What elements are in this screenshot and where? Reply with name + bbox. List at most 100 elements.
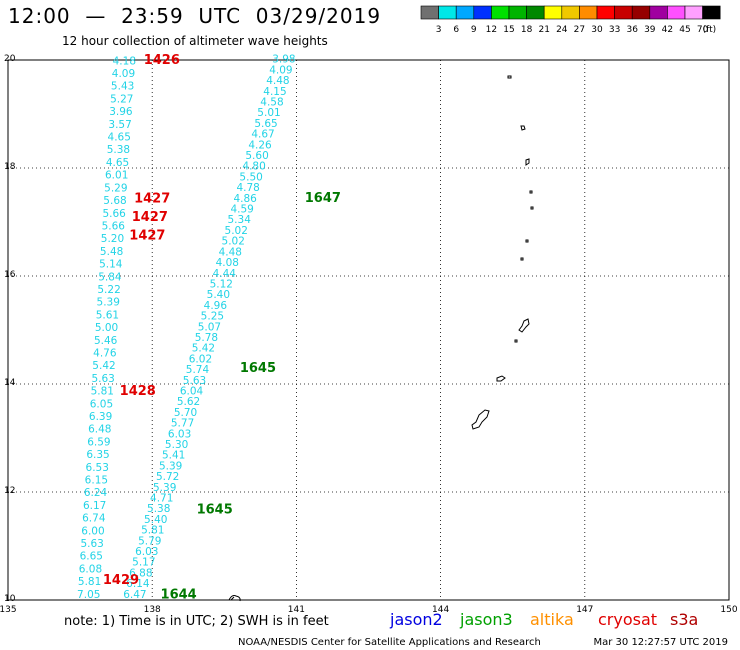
wave-height-value: 5.68	[103, 195, 126, 207]
mariana-islands	[471, 75, 534, 430]
wave-height-value: 6.03	[135, 546, 158, 558]
wave-height-value: 6.14	[126, 578, 150, 590]
legend-tick-label: 33	[609, 25, 620, 35]
longitude-label: 144	[432, 605, 449, 615]
latitude-label: 12	[4, 486, 15, 496]
wave-height-value: 6.02	[189, 353, 212, 365]
legend-tick-label: 18	[521, 25, 533, 35]
wave-height-value: 5.42	[192, 343, 215, 355]
wave-height-value: 4.86	[233, 193, 257, 205]
wave-height-value: 4.78	[236, 182, 259, 194]
wave-height-value: 6.01	[105, 170, 128, 182]
longitude-label: 150	[720, 605, 737, 615]
pass-time-label: 1429	[103, 573, 139, 588]
wave-height-value: 4.96	[204, 300, 228, 312]
altimeter-map: 135 138 141 144 147 1502018161412104.184.095.…	[0, 53, 738, 615]
island-outline	[471, 409, 490, 430]
wave-height-value: 5.84	[98, 271, 122, 283]
wave-height-value: 6.05	[90, 398, 113, 410]
pass-time-label: 1426	[144, 53, 180, 68]
wave-height-value: 4.67	[251, 129, 274, 141]
wave-height-value: 7.05	[77, 589, 100, 601]
longitude-label: 135	[0, 605, 17, 615]
island-outline	[507, 75, 512, 79]
legend-tick-label: 45	[679, 25, 690, 35]
wave-height-value: 5.66	[102, 220, 126, 232]
wave-height-value: 5.39	[97, 297, 120, 309]
wave-height-value: 5.40	[207, 289, 230, 301]
wave-height-value: 5.81	[91, 386, 114, 398]
legend-tick-label: 21	[538, 25, 549, 35]
island-outline	[520, 125, 526, 131]
wave-height-value: 5.39	[159, 460, 182, 472]
wave-height-value: 6.03	[168, 428, 191, 440]
wave-height-value: 5.63	[80, 538, 103, 550]
wave-height-value: 4.48	[219, 246, 242, 258]
wave-height-value: 5.14	[99, 259, 123, 271]
legend-tick-label: 9	[471, 25, 477, 35]
wave-height-value: 5.38	[107, 144, 130, 156]
wave-height-value: 5.61	[96, 309, 119, 321]
pass-time-label: 1427	[134, 192, 170, 207]
wave-height-value: 3.98	[272, 54, 295, 66]
island-outline	[530, 206, 534, 210]
pass-time-label: 1645	[240, 361, 276, 376]
wave-height-value: 4.80	[242, 161, 265, 173]
wave-height-value: 5.63	[91, 373, 114, 385]
wave-height-value: 5.07	[198, 321, 221, 333]
wave-height-value: 5.02	[222, 236, 245, 248]
pass-time-label: 1428	[120, 384, 156, 399]
track-west: 4.184.095.435.273.963.574.655.384.656.01…	[77, 55, 136, 601]
wave-height-value: 5.65	[254, 118, 277, 130]
island-outline	[514, 339, 518, 343]
wave-height-value: 4.09	[112, 68, 135, 80]
island-outline	[525, 239, 529, 243]
wave-height-value: 6.15	[85, 475, 108, 487]
wave-height-value: 5.02	[225, 225, 248, 237]
pass-time-label: 1427	[129, 228, 165, 243]
map-title: 12:00 — 23:59 UTC 03/29/2019	[8, 4, 382, 28]
wave-height-value: 5.70	[174, 407, 197, 419]
wave-height-value: 5.62	[177, 396, 200, 408]
wave-height-value: 4.09	[269, 64, 292, 76]
island-outline	[496, 375, 506, 382]
wave-height-legend: 3 6 9 12 15 18 21 24 27 30 33 36 39 42 45 70(ft)	[420, 5, 721, 35]
longitude-label: 141	[288, 605, 305, 615]
pass-time-label: 1644	[161, 587, 197, 602]
wave-height-value: 5.79	[138, 535, 161, 547]
wave-height-value: 5.27	[110, 93, 133, 105]
wave-height-value: 5.43	[111, 81, 134, 93]
wave-height-value: 4.71	[150, 493, 173, 505]
credit-text: NOAA/NESDIS Center for Satellite Applica…	[238, 637, 541, 648]
wave-height-value: 3.96	[109, 106, 133, 118]
island-outline	[518, 318, 530, 333]
wave-height-value: 4.26	[248, 139, 272, 151]
wave-height-value: 5.38	[147, 503, 170, 515]
wave-height-value: 4.76	[93, 347, 117, 359]
wave-height-value: 5.48	[100, 246, 123, 258]
wave-height-value: 6.35	[86, 449, 109, 461]
legend-tick-label: 42	[662, 25, 673, 35]
wave-height-value: 5.25	[201, 311, 224, 323]
legend-swatch	[702, 5, 721, 20]
wave-height-value: 5.20	[101, 233, 124, 245]
legend-tick-label: 70	[697, 25, 709, 35]
wave-height-value: 5.30	[165, 439, 188, 451]
wave-height-value: 5.41	[162, 450, 185, 462]
wave-height-value: 5.29	[104, 182, 127, 194]
wave-height-value: 4.59	[230, 204, 253, 216]
island-outline	[529, 190, 533, 194]
wave-height-value: 4.18	[113, 55, 136, 67]
wave-height-value: 4.65	[108, 132, 131, 144]
wave-height-value: 6.47	[123, 589, 146, 601]
wave-height-value: 5.78	[195, 332, 218, 344]
legend-tick-label: 39	[644, 25, 656, 35]
wave-height-value: 6.59	[87, 436, 110, 448]
legend-tick-label: 15	[503, 25, 514, 35]
wave-height-value: 6.00	[81, 525, 104, 537]
wave-height-value: 5.46	[94, 335, 118, 347]
legend-unit: (ft)	[703, 25, 717, 35]
pass-time-label: 1647	[305, 191, 341, 206]
legend-tick-label: 3	[436, 25, 442, 35]
island-outline	[520, 257, 524, 261]
